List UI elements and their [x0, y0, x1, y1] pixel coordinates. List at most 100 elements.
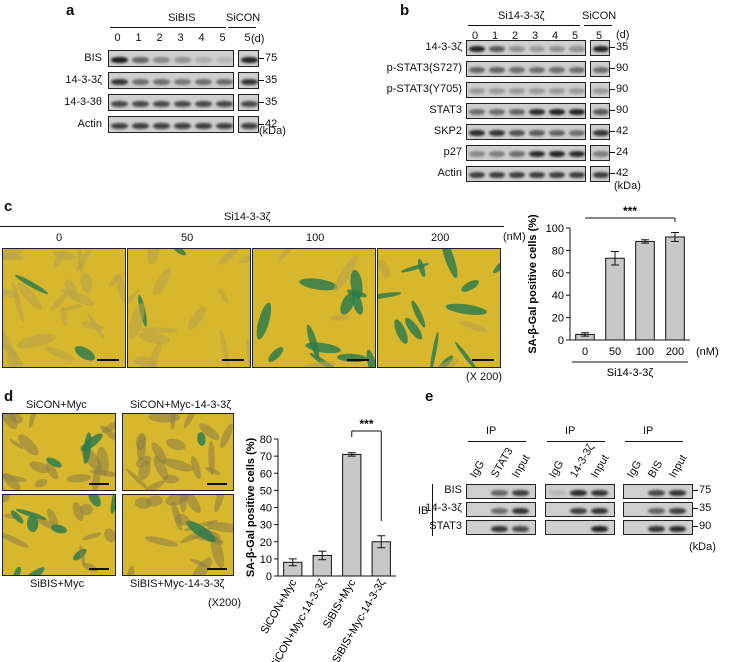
lane-day-label: 5 — [572, 30, 579, 42]
kda-label-e: (kDa) — [689, 541, 716, 553]
ib-bracket — [432, 484, 433, 536]
blot-strip — [623, 502, 693, 517]
cell — [140, 327, 178, 333]
protein-band — [489, 67, 505, 73]
cell — [454, 341, 479, 367]
cell — [3, 532, 29, 548]
bar — [342, 453, 362, 577]
y-tick-label: 40 — [552, 290, 564, 302]
protein-band — [509, 151, 525, 157]
protein-band — [593, 172, 609, 178]
blot-strip — [545, 520, 615, 535]
cell-drawing — [126, 414, 233, 490]
img-label-1: SiCON+Myc — [26, 399, 87, 411]
cell — [366, 349, 375, 367]
cell — [7, 348, 19, 367]
cell — [138, 331, 170, 345]
cell — [165, 495, 189, 506]
protein-band — [132, 100, 149, 107]
blot-strip — [623, 484, 693, 499]
protein-band — [549, 130, 565, 136]
img-label-2: SiCON+Myc-14-3-3ζ — [130, 399, 232, 411]
ip-underline — [468, 441, 526, 442]
cell — [330, 314, 350, 321]
panel-label-e: e — [425, 388, 434, 405]
cell — [134, 356, 158, 367]
conc-label: 0 — [56, 232, 63, 244]
group-line-sicon-b — [584, 25, 612, 26]
group-label-c: Si14-3-3ζ — [224, 211, 271, 223]
blot-strip — [466, 82, 586, 98]
blot-strip — [466, 103, 586, 119]
cell — [405, 317, 423, 340]
protein-band — [111, 122, 128, 129]
protein-band — [549, 172, 565, 178]
cell — [294, 360, 336, 367]
row-label: 14-3-3θ — [64, 95, 102, 108]
blot-strip — [466, 61, 586, 77]
protein-band — [569, 172, 585, 178]
protein-band — [489, 172, 505, 178]
mw-marker: 35 — [258, 95, 278, 108]
cell — [3, 472, 21, 490]
micrograph — [2, 248, 126, 368]
cell — [493, 257, 500, 274]
y-tick-label: 10 — [260, 554, 272, 566]
protein-band — [174, 56, 191, 63]
cell — [340, 292, 356, 315]
protein-band — [216, 78, 233, 85]
significance-label: *** — [359, 417, 373, 431]
blot-strip — [108, 72, 234, 89]
cell — [205, 467, 221, 475]
y-tick-label: 30 — [260, 520, 272, 532]
cell — [378, 259, 390, 278]
mw-marker: 75 — [692, 484, 712, 496]
cell — [79, 544, 86, 567]
magnification-c: (X 200) — [466, 371, 503, 383]
protein-band — [529, 130, 545, 136]
lane-day-label: 1 — [135, 32, 142, 44]
cell — [82, 532, 102, 541]
protein-band — [509, 67, 525, 73]
cell — [333, 254, 359, 292]
lane-label: Input — [667, 452, 690, 480]
protein-band — [549, 88, 565, 94]
protein-band — [174, 100, 191, 107]
mw-marker: 75 — [258, 51, 278, 64]
row-label: p-STAT3(S727) — [386, 62, 462, 74]
blot-strip — [238, 94, 259, 111]
group-line-si14 — [468, 25, 580, 26]
blot-strip — [466, 484, 536, 499]
protein-band — [489, 88, 505, 94]
lane-label: IgG — [625, 458, 645, 480]
cell — [44, 346, 75, 361]
lane-day-label: 2 — [512, 30, 519, 42]
protein-band — [469, 46, 485, 52]
cell-drawing — [3, 249, 125, 367]
protein-band — [529, 46, 545, 52]
cell — [60, 306, 68, 326]
blot-strip — [238, 72, 259, 89]
cell — [77, 249, 83, 273]
protein-band — [509, 130, 525, 136]
protein-band — [195, 122, 212, 129]
mw-marker: 90 — [609, 62, 629, 74]
y-tick-label: 50 — [260, 485, 272, 497]
protein-band — [174, 78, 191, 85]
blot-strip — [466, 124, 586, 140]
days-unit-a: (d) — [251, 33, 265, 45]
ip-label: IP — [643, 425, 654, 437]
cell — [220, 329, 230, 367]
protein-band — [569, 67, 585, 73]
cell — [47, 508, 58, 527]
mw-marker: 90 — [609, 104, 629, 116]
lane-label: IgG — [468, 458, 488, 480]
lane-day-label: 5 — [596, 30, 603, 42]
scale-bar — [97, 359, 119, 361]
protein-band — [549, 46, 565, 52]
category-label: 50 — [609, 346, 621, 358]
panel-label-b: b — [400, 2, 410, 19]
protein-band — [549, 67, 565, 73]
protein-band — [132, 56, 149, 63]
blot-strip — [466, 166, 586, 182]
